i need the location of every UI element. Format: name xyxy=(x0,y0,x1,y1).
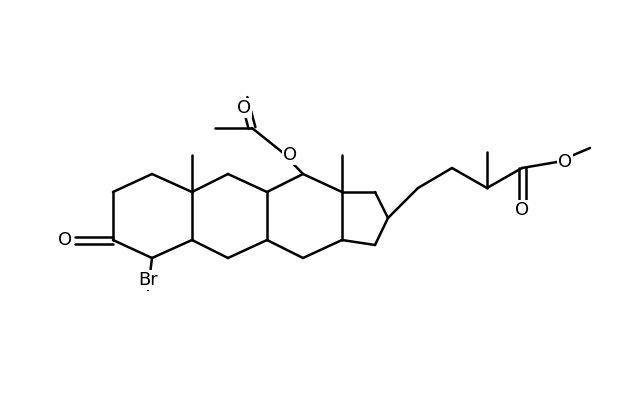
Text: O: O xyxy=(283,146,297,164)
Text: O: O xyxy=(515,201,529,219)
Text: Br: Br xyxy=(138,271,158,289)
Text: O: O xyxy=(558,153,572,171)
Text: O: O xyxy=(237,99,251,117)
Text: O: O xyxy=(58,231,72,249)
